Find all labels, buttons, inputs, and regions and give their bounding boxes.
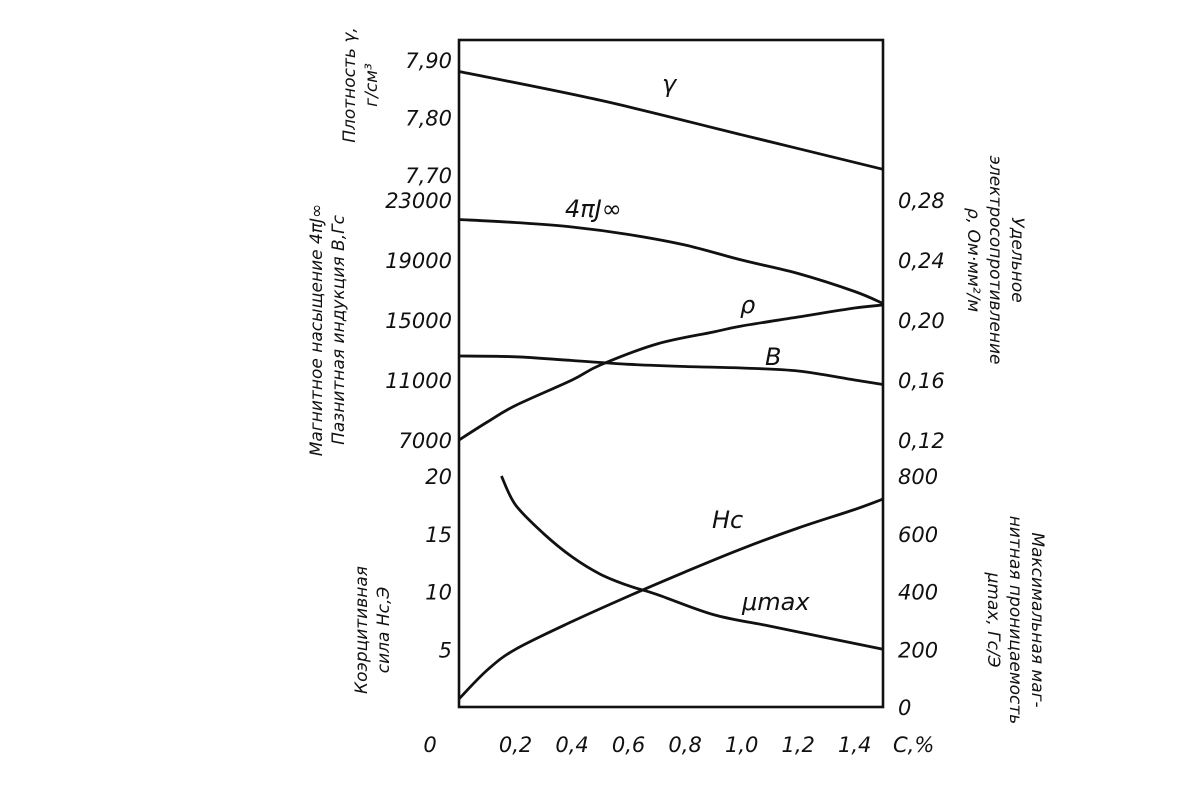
permeability-tick-label: 800	[898, 465, 938, 489]
permeability-axis-title-line: нитная проницаемость	[1005, 516, 1025, 725]
permeability-tick-label: 400	[898, 581, 938, 605]
curve-label-induction: B	[765, 343, 781, 371]
x-tick-label: 0,2	[499, 733, 532, 757]
axis-ticks: 7,70 7,80 7,90 7000 11000 15000 19000 23000 5 10 1…	[385, 49, 945, 757]
curve-label-gamma: γ	[662, 70, 678, 98]
magnetic-tick-label: 19000	[385, 249, 452, 273]
x-axis-label: C,%	[893, 733, 934, 757]
permeability-axis-title-line: Максимальная маг-	[1027, 532, 1047, 707]
x-tick-label: 1,4	[838, 733, 871, 757]
magnetic-tick-label: 23000	[385, 189, 452, 213]
magnetic-axis-title: Магнитное насыщение 4πJ∞ Пазнитная индукц…	[307, 204, 349, 457]
curve-labels: γ 4πJ∞ ρB Hc μmax	[565, 70, 810, 616]
magnetic-tick-label: 7000	[399, 429, 452, 453]
resistivity-axis-title-line: электросопротивление	[985, 156, 1005, 365]
plot-frame	[457, 38, 885, 709]
series-line-resistivity	[458, 303, 884, 442]
plot-border	[457, 38, 885, 709]
permeability-axis-title-line: μmax, Гс/Э	[983, 571, 1003, 667]
resistivity-tick-label: 0,28	[898, 189, 945, 213]
density-tick-label: 7,90	[405, 49, 452, 73]
series-line-induction	[458, 354, 884, 386]
magnetic-tick-label: 11000	[385, 369, 452, 393]
permeability-axis-title: Максимальная маг-нитная проницаемостьμma…	[983, 516, 1047, 725]
series-curves	[457, 70, 884, 700]
curve-label-coercivity: Hc	[712, 506, 743, 534]
coercive-tick-label: 20	[425, 465, 452, 489]
magnetic-axis-title-line: Магнитное насыщение 4πJ∞	[307, 204, 327, 457]
resistivity-tick-label: 0,24	[898, 249, 945, 273]
density-axis-title-line: г/см³	[362, 63, 382, 107]
curve-label-permeability: μmax	[741, 588, 810, 616]
x-tick-label: 1,0	[725, 733, 758, 757]
resistivity-axis-title-line: Удельное	[1007, 217, 1027, 302]
coercive-axis-title-line: Коэрцитивная	[352, 566, 372, 694]
density-tick-label: 7,70	[405, 164, 452, 188]
curve-label-saturation: 4πJ∞	[565, 195, 622, 223]
resistivity-tick-label: 0,16	[898, 369, 945, 393]
curve-label-resistivity: ρ	[740, 291, 755, 319]
coercive-axis-title-line: сила Hc,Э	[374, 587, 394, 674]
x-tick-label: 0,6	[612, 733, 645, 757]
permeability-tick-label: 600	[898, 523, 938, 547]
x-tick-label: 0,4	[555, 733, 588, 757]
magnetic-tick-label: 15000	[385, 309, 452, 333]
axis-titles: Плотность γ, г/см³ Магнитное насыщение 4πJ…	[307, 27, 1047, 724]
x-origin-label: 0	[423, 733, 436, 757]
coercive-tick-label: 10	[425, 581, 452, 605]
density-axis-title: Плотность γ, г/см³	[340, 27, 382, 143]
resistivity-tick-label: 0,12	[898, 429, 945, 453]
density-axis-title-line: Плотность γ,	[340, 27, 360, 143]
x-tick-label: 0,8	[668, 733, 701, 757]
permeability-tick-label: 0	[898, 696, 911, 720]
series-line-gamma	[458, 70, 884, 171]
series-line-saturation	[458, 218, 884, 305]
resistivity-axis-title-line: ρ, Ом·мм²/м	[963, 208, 983, 312]
coercive-axis-title: Коэрцитивная сила Hc,Э	[352, 566, 394, 694]
coercive-tick-label: 15	[425, 523, 452, 547]
magnetic-axis-title-line: Пазнитная индукция B,Гс	[329, 214, 349, 445]
permeability-tick-label: 200	[898, 638, 938, 662]
series-line-permeability	[500, 475, 884, 651]
resistivity-tick-label: 0,20	[898, 309, 945, 333]
x-tick-label: 1,2	[781, 733, 814, 757]
series-line-coercivity	[457, 497, 884, 700]
coercive-tick-label: 5	[439, 638, 452, 662]
density-tick-label: 7,80	[405, 107, 452, 131]
